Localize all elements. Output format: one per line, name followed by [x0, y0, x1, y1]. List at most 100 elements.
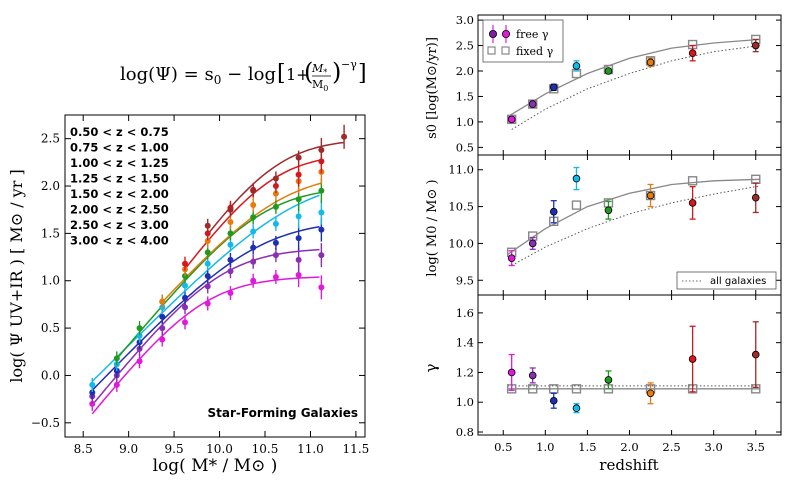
fit-curve-1	[91, 248, 320, 406]
m0-free-point-4	[604, 206, 613, 215]
s0-fit-all	[511, 45, 761, 130]
data-point-5-3	[227, 219, 234, 226]
gamma-free-point-1	[528, 371, 537, 380]
left-x-ticks: 8.5 9.0 9.5 10.0 10.5 11.0 11.5	[74, 115, 370, 456]
data-point-7-1	[227, 206, 234, 213]
legend-entry-1: 0.75 < z < 1.00	[70, 141, 169, 155]
data-point-3-9	[295, 213, 302, 220]
data-point-6-1	[204, 230, 211, 237]
x-tick-label: 8.5	[74, 442, 93, 456]
s0-y-tick-label: 2.5	[456, 39, 474, 53]
y-tick-label: −0.5	[31, 416, 60, 430]
fit-curve-2	[91, 225, 320, 391]
data-point-4-8	[295, 196, 302, 203]
svg-text:(: (	[304, 58, 313, 86]
left-y-label: log( Ψ UV+IR ) [ M⊙ / yr ]	[7, 169, 26, 382]
svg-text:M*: M*	[311, 62, 327, 77]
data-point-3-8	[272, 220, 279, 227]
s0-free-point-1	[528, 100, 537, 108]
data-point-3-0	[89, 381, 96, 388]
x-tick-label: 10.5	[252, 442, 279, 456]
data-point-1-5	[204, 283, 211, 290]
data-point-2-6	[227, 256, 234, 263]
data-point-0-2	[136, 358, 143, 365]
x-tick-label: 9.5	[165, 442, 184, 456]
left-y-ticks: −0.5 0.0 0.5 1.0 1.5 2.0 2.5	[31, 132, 365, 430]
data-point-4-4	[204, 249, 211, 256]
right-x-tick-label: 3.5	[747, 440, 765, 454]
data-point-5-4	[250, 201, 257, 208]
data-point-4-0	[113, 355, 120, 362]
m0-free-point-2	[549, 207, 558, 216]
gamma-free-point-2	[549, 396, 558, 405]
y-tick-label: 1.0	[41, 274, 60, 288]
svg-text:1+: 1+	[286, 65, 310, 84]
gamma-free-point-4	[604, 376, 613, 384]
data-point-0-9	[295, 272, 302, 279]
gamma-y-tick-label: 1.4	[456, 336, 474, 350]
data-point-2-7	[250, 244, 257, 251]
s0-fixed-point-0	[506, 114, 517, 125]
legend-fixed-marker-1	[487, 46, 496, 55]
m0-free-point-1	[528, 239, 537, 248]
data-point-2-3	[159, 313, 166, 320]
x-tick-label: 11.5	[343, 442, 370, 456]
m0-y-tick-label: 10.0	[448, 236, 474, 250]
data-point-4-9	[318, 187, 325, 194]
legend-entry-0: 0.50 < z < 0.75	[70, 125, 169, 139]
right-x-label: redshift	[599, 456, 658, 474]
data-point-3-4	[182, 282, 188, 289]
all-galaxies-legend: all galaxies	[676, 271, 777, 290]
right-x-tick-label: 2.5	[662, 440, 680, 454]
data-point-3-5	[204, 260, 211, 267]
right-x-tick-label: 3.0	[705, 440, 723, 454]
legend-entry-6: 2.50 < z < 3.00	[70, 218, 169, 232]
data-point-0-5	[204, 300, 211, 307]
m0-free-point-6	[688, 199, 697, 207]
data-point-3-7	[250, 228, 257, 235]
fit-curve-5	[161, 182, 322, 303]
right-charts: 0.5 1.0 1.5 2.0 2.5 3.0 9.5 10.0 10.5 11.0 0.8 1.0 1…	[422, 13, 782, 474]
left-points	[89, 124, 348, 411]
data-point-1-8	[272, 252, 279, 259]
data-point-2-4	[182, 294, 188, 301]
data-point-1-3	[159, 325, 166, 332]
right-x-tick-label: 1.0	[536, 440, 554, 454]
gamma-axes-frame	[477, 294, 782, 436]
data-point-6-4	[272, 183, 279, 190]
svg-text:): )	[332, 58, 341, 86]
left-chart: 8.5 9.0 9.5 10.0 10.5 11.0 11.5 −0.5 0.0 0.5 1.0 1…	[7, 114, 370, 476]
legend-fixed-marker-2	[501, 46, 510, 55]
gamma-fixed-point-1	[528, 384, 538, 394]
data-point-1-10	[318, 252, 325, 259]
gamma-y-tick-label: 1.6	[456, 306, 474, 320]
annotation-star-forming: Star-Forming Galaxies	[208, 406, 358, 420]
data-point-2-9	[295, 235, 302, 242]
s0-free-point-0	[507, 115, 516, 124]
data-point-5-5	[272, 190, 279, 197]
data-point-2-10	[318, 226, 325, 233]
data-point-5-2	[204, 237, 211, 244]
svg-text:[: [	[277, 61, 286, 86]
legend-entry-2: 1.00 < z < 1.25	[70, 156, 169, 170]
data-point-1-9	[295, 256, 302, 263]
gamma-y-tick-label: 1.0	[456, 395, 474, 409]
left-x-label: log( M* / M⊙ )	[153, 456, 278, 476]
gamma-y-label: γ	[422, 363, 440, 372]
legend-all-label: all galaxies	[710, 276, 766, 287]
legend-entry-3: 1.25 < z < 1.50	[70, 172, 169, 186]
x-tick-label: 11.0	[297, 442, 324, 456]
data-point-7-0	[204, 222, 211, 229]
legend-free-marker-2	[501, 29, 510, 38]
y-tick-label: 0.0	[41, 368, 60, 382]
data-point-3-6	[227, 241, 234, 248]
m0-free-point-7	[751, 193, 760, 202]
svg-text:log(Ψ) = s0 − log: log(Ψ) = s0 − log	[120, 64, 276, 87]
s0-y-tick-label: 0.5	[456, 140, 474, 154]
data-point-7-2	[250, 187, 257, 194]
m0-y-tick-label: 11.0	[448, 163, 474, 177]
data-point-3-10	[318, 209, 325, 216]
gamma-free-point-6	[688, 355, 697, 363]
m0-fixed-point-3	[571, 200, 582, 210]
